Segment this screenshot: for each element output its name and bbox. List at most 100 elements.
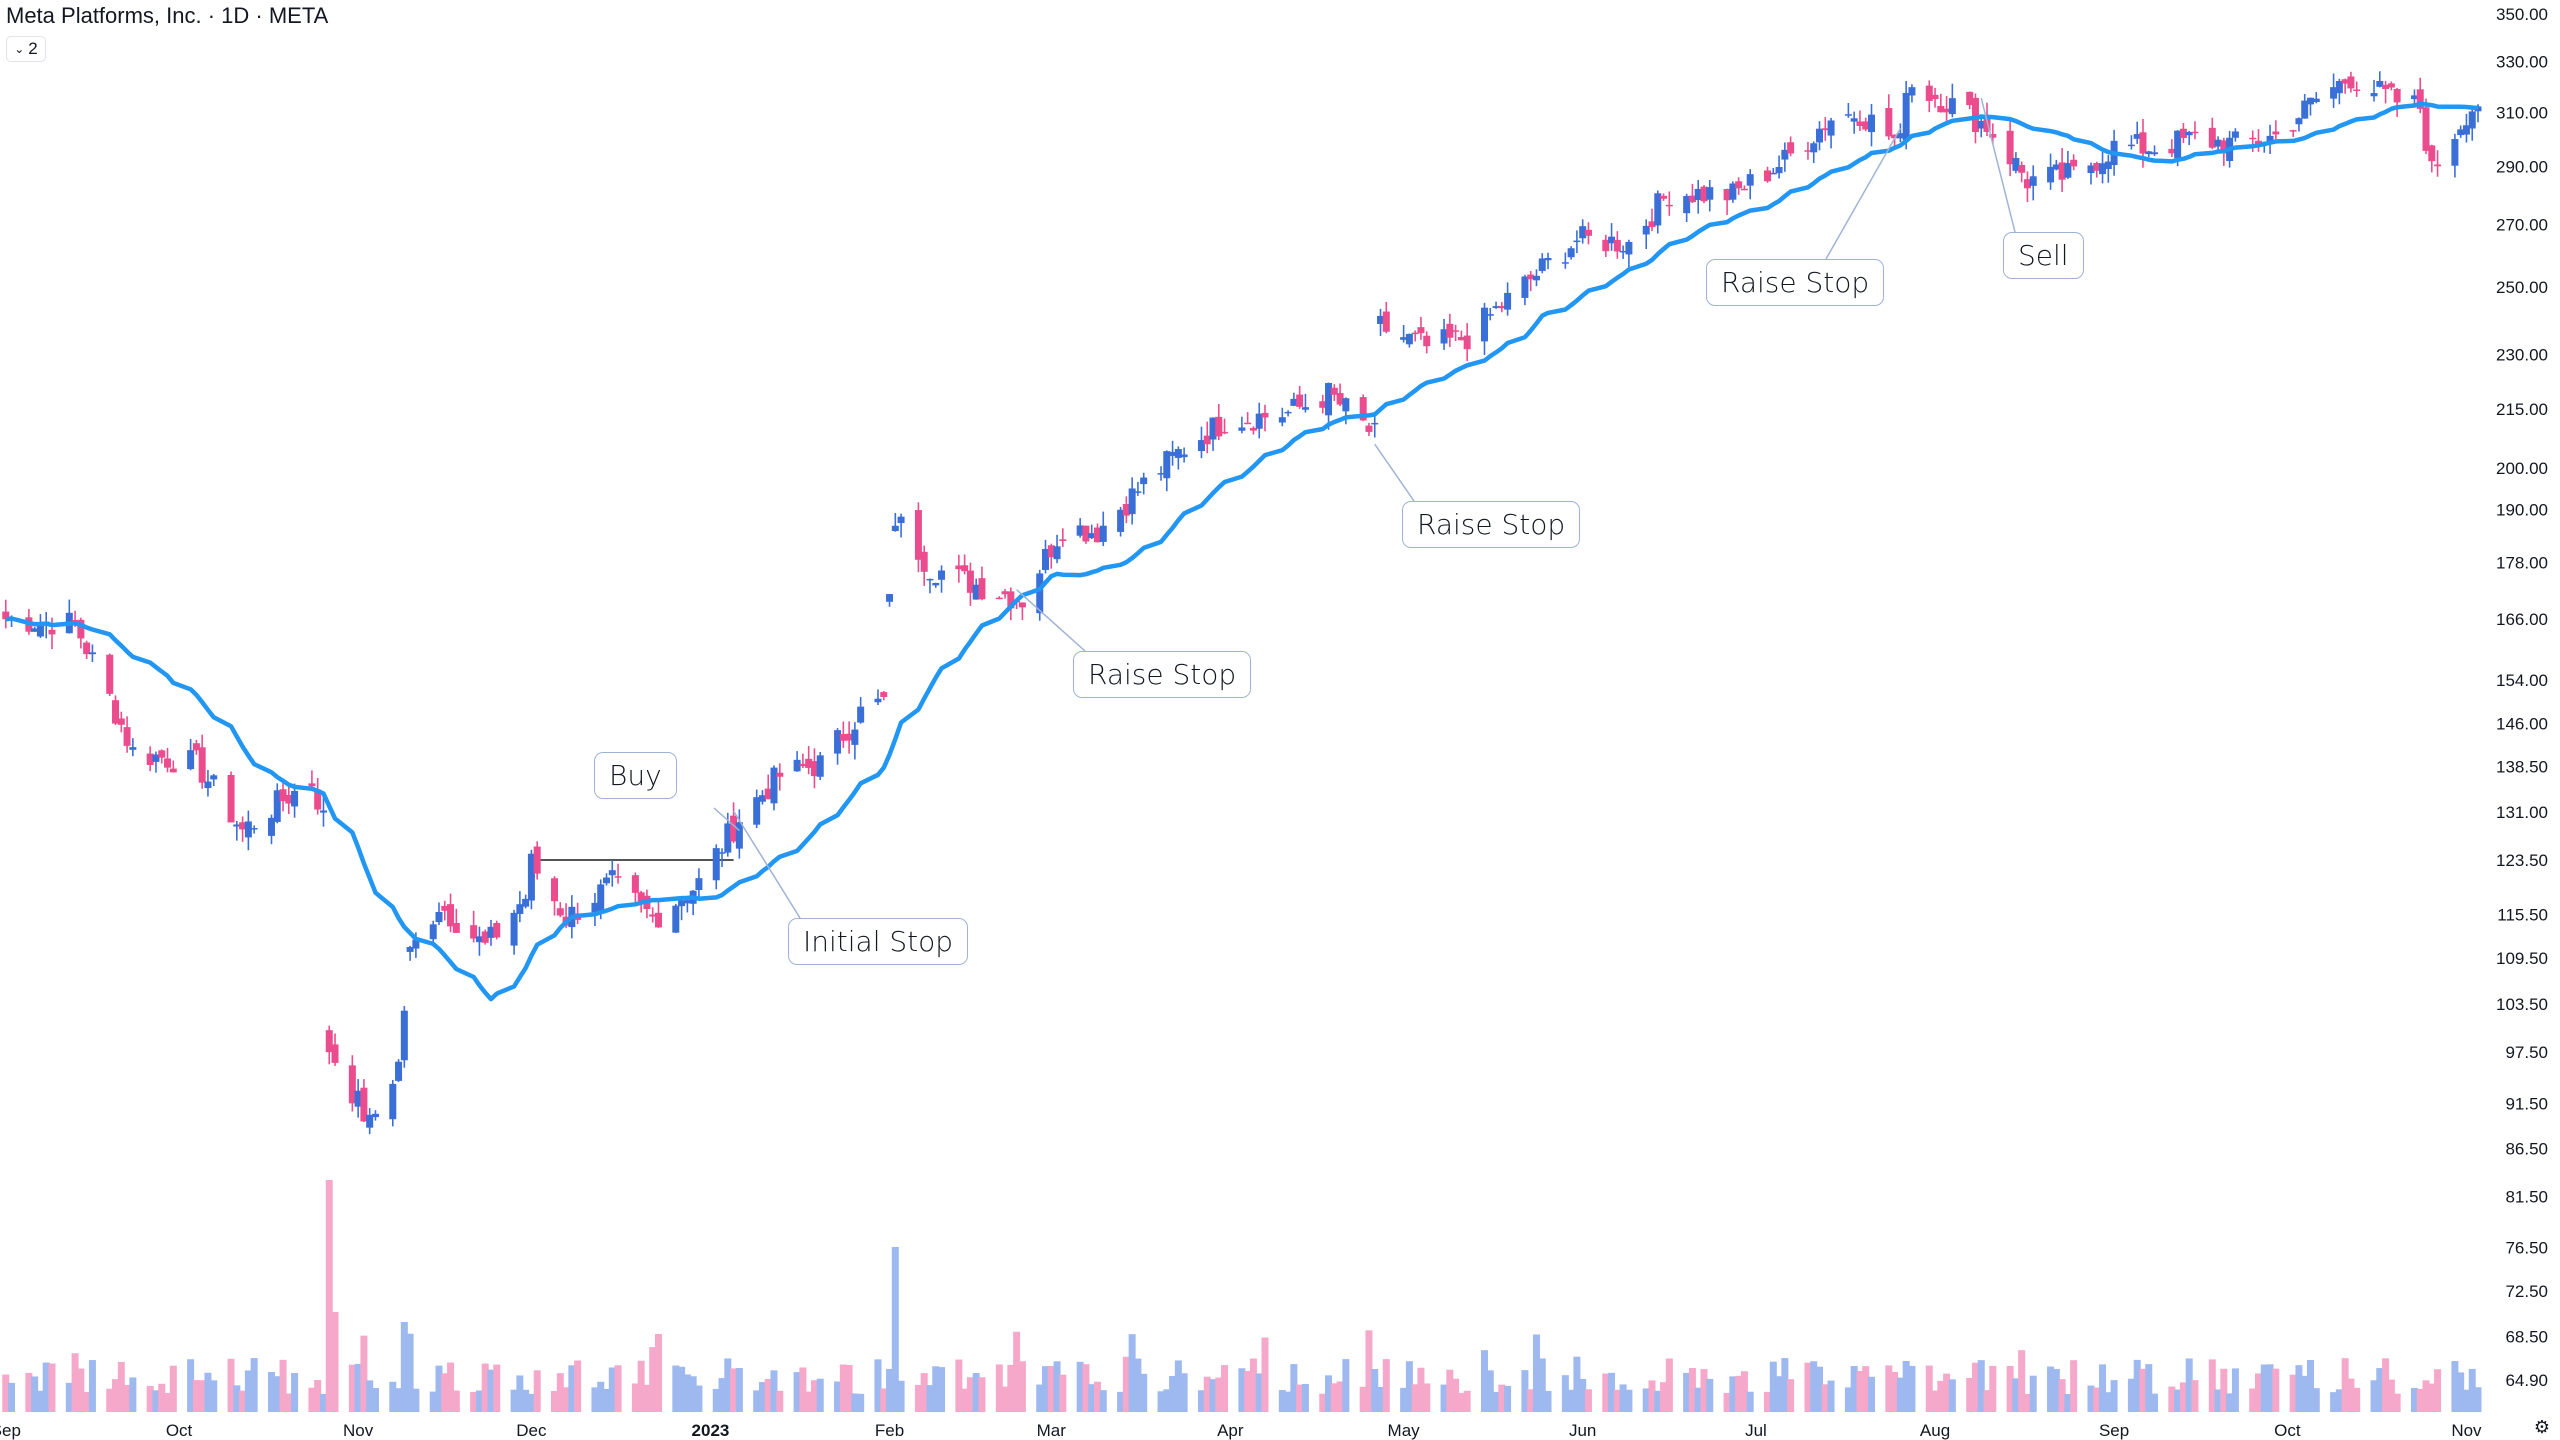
volume-bar: [1122, 1356, 1130, 1412]
volume-bar: [1764, 1391, 1772, 1412]
candle: [1117, 507, 1125, 537]
volume-bar: [2468, 1368, 2476, 1412]
time-tick-label: May: [1388, 1421, 1421, 1440]
time-tick-label: Apr: [1217, 1421, 1244, 1440]
volume-bar: [112, 1379, 120, 1412]
candle: [2376, 71, 2384, 88]
candle: [2330, 73, 2338, 108]
candle: [2023, 171, 2031, 203]
candle: [1036, 569, 1044, 621]
price-tick-label: 350.00: [2496, 5, 2548, 24]
candle: [735, 809, 743, 859]
volume-bar: [678, 1366, 686, 1412]
candle: [244, 810, 252, 851]
candle: [112, 695, 120, 726]
volume-bar: [1538, 1358, 1546, 1412]
candle: [1122, 496, 1130, 524]
volume-bar: [1735, 1375, 1743, 1412]
volume-bar: [1804, 1362, 1812, 1412]
volume-bar: [2272, 1368, 2280, 1412]
time-tick-label: Nov: [343, 1421, 374, 1440]
volume-bar: [406, 1333, 414, 1412]
candle: [1486, 308, 1494, 321]
volume-bar: [1255, 1373, 1263, 1412]
volume-bar: [2185, 1358, 2193, 1412]
candle: [395, 1059, 403, 1082]
candle: [1804, 141, 1812, 160]
candle: [1844, 102, 1852, 118]
volume-bar: [1417, 1367, 1425, 1412]
price-tick-label: 72.50: [2505, 1282, 2548, 1301]
candle: [1157, 466, 1165, 481]
volume-bar: [2220, 1368, 2228, 1412]
volume-bar: [753, 1390, 761, 1412]
volume-bar: [291, 1373, 299, 1412]
volume-bar: [48, 1363, 56, 1412]
volume-bar: [1561, 1375, 1569, 1412]
volume-bar: [1209, 1379, 1217, 1412]
time-tick-label: Sep: [2099, 1421, 2129, 1440]
volume-bar: [481, 1363, 489, 1412]
collapse-indicators-button[interactable]: ⌄ 2: [6, 36, 46, 62]
volume-bar: [1694, 1387, 1702, 1412]
volume-bar: [1359, 1386, 1367, 1412]
candle: [1278, 407, 1286, 427]
volume-bar: [845, 1364, 853, 1412]
price-axis[interactable]: 64.90 68.50 72.50 76.50 81.50 86.50 91.50 97.50…: [2496, 5, 2548, 1390]
chevron-down-icon: ⌄: [14, 42, 25, 56]
candle: [389, 1079, 397, 1127]
volume-bar: [389, 1381, 397, 1412]
candle: [1764, 166, 1772, 183]
candle: [487, 919, 495, 946]
candle: [1538, 253, 1546, 274]
candle: [516, 891, 524, 923]
candle: [654, 899, 662, 928]
volume-bar: [1001, 1386, 1009, 1412]
volume-bar: [961, 1388, 969, 1412]
candle: [1140, 472, 1148, 495]
volume-bar: [279, 1359, 287, 1412]
volume-bar: [857, 1393, 865, 1412]
volume-bar: [493, 1364, 501, 1412]
candle: [441, 900, 449, 921]
volume-bar: [1787, 1379, 1795, 1412]
price-tick-label: 190.00: [2496, 500, 2548, 519]
candle: [1001, 589, 1009, 599]
candle: [608, 859, 616, 887]
volume-bar: [886, 1368, 894, 1412]
annotation-leader: [1374, 443, 1415, 502]
volume-bar: [42, 1362, 50, 1412]
candle: [1492, 301, 1500, 309]
volume-bar: [978, 1377, 986, 1412]
volume-bar: [106, 1388, 114, 1412]
price-tick-label: 81.50: [2505, 1188, 2548, 1207]
candle: [1700, 185, 1708, 204]
volume-bar: [1169, 1376, 1177, 1412]
volume-bar: [227, 1358, 235, 1412]
candle: [1665, 191, 1673, 216]
volume-bar: [724, 1358, 732, 1412]
volume-bar: [591, 1387, 599, 1412]
volume-bar: [83, 1391, 91, 1412]
candle: [1411, 330, 1419, 342]
candle: [897, 513, 905, 538]
volume-bar: [1602, 1373, 1610, 1412]
candle: [1642, 219, 1650, 250]
volume-bar: [1400, 1387, 1408, 1412]
candle: [1688, 183, 1696, 203]
time-axis[interactable]: Sep Oct Nov Dec 2023 Feb Mar Apr May Jun Jul Aug Sep…: [0, 1421, 2482, 1440]
volume-bar: [452, 1390, 460, 1412]
candle: [689, 890, 697, 916]
volume-bar: [400, 1322, 408, 1412]
volume-bar: [371, 1388, 379, 1412]
volume-bar: [2151, 1393, 2159, 1412]
candle: [1948, 83, 1956, 118]
candle: [712, 844, 720, 890]
gear-icon[interactable]: ⚙: [2533, 1417, 2550, 1437]
volume-bar: [1382, 1359, 1390, 1412]
volume-bar: [1371, 1368, 1379, 1412]
time-tick-label: Oct: [166, 1421, 193, 1440]
candle: [1018, 602, 1026, 620]
candle: [880, 691, 888, 701]
